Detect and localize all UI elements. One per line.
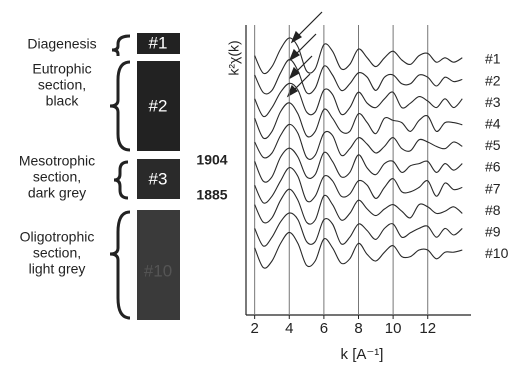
series-label: #8 [485, 202, 501, 218]
x-tick-label: 2 [250, 320, 258, 337]
section-label: Eutrophic [32, 61, 91, 77]
series-label: #4 [485, 116, 501, 132]
year-label: 1904 [196, 152, 227, 168]
box-label: #3 [149, 169, 168, 188]
section-label: section, [38, 77, 86, 93]
x-tick-label: 10 [385, 320, 402, 337]
brace [112, 36, 130, 56]
series-label: #7 [485, 180, 501, 196]
section-label: light grey [29, 261, 86, 277]
box-label: #1 [149, 33, 168, 52]
x-tick-label: 12 [419, 320, 436, 337]
brace [110, 62, 130, 150]
section-label: Mesotrophic [19, 153, 95, 169]
brace [110, 212, 130, 318]
series-label: #1 [485, 51, 501, 67]
series-label: #3 [485, 94, 501, 110]
core-diagram: #1 #2 #3 #10 Diagenesis Eutrophic sectio… [19, 33, 228, 320]
box-label: #2 [149, 96, 168, 115]
x-tick-label: 6 [320, 320, 328, 337]
section-label: section, [33, 169, 81, 185]
x-tick-label: 8 [354, 320, 362, 337]
arrow [296, 12, 322, 38]
section-label: Diagenesis [27, 36, 96, 52]
section-label: dark grey [28, 185, 86, 201]
series-label: #6 [485, 159, 501, 175]
section-label: section, [33, 245, 81, 261]
box-label: #10 [144, 261, 172, 280]
series-label: #2 [485, 72, 501, 88]
arrowhead [290, 50, 299, 60]
section-label: black [46, 93, 80, 109]
series-label: #9 [485, 224, 501, 240]
section-label: Oligotrophic [20, 229, 95, 245]
series-label: #10 [485, 245, 509, 261]
plot: 2 4 6 8 10 12 #1 #2 #3 #4 #5 #6 #7 #8 #9 #10 [246, 25, 509, 337]
x-axis-label: k [A⁻¹] [341, 346, 384, 363]
series-label: #5 [485, 137, 501, 153]
brace [114, 162, 128, 198]
y-axis-label: k²χ(k) [226, 40, 242, 75]
x-tick-label: 4 [285, 320, 293, 337]
figure: #1 #2 #3 #10 Diagenesis Eutrophic sectio… [0, 0, 511, 367]
year-label: 1885 [196, 187, 227, 203]
